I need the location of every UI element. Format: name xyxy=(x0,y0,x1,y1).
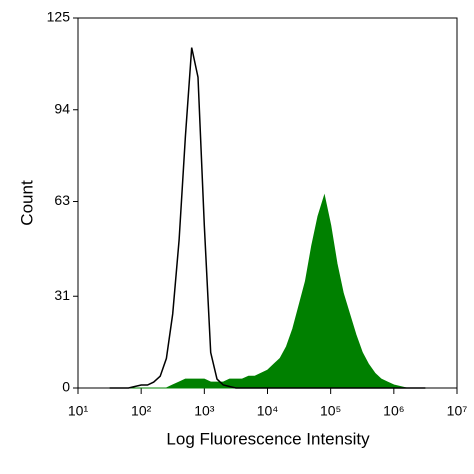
y-tick-label: 63 xyxy=(54,192,70,208)
x-tick-label: 10² xyxy=(131,403,152,419)
x-tick-label: 10⁶ xyxy=(383,403,404,419)
y-tick-label: 31 xyxy=(54,287,70,303)
y-axis-label: Count xyxy=(17,180,36,226)
x-tick-label: 10¹ xyxy=(68,403,89,419)
x-axis-label: Log Fluorescence Intensity xyxy=(166,429,370,448)
plot-frame xyxy=(77,17,458,389)
series-area xyxy=(109,193,426,389)
y-tick-label: 94 xyxy=(54,100,70,116)
x-tick-label: 10⁵ xyxy=(320,403,341,419)
y-tick-label: 0 xyxy=(62,379,70,395)
x-tick-label: 10³ xyxy=(194,403,215,419)
series-line xyxy=(109,47,426,389)
x-tick-label: 10⁴ xyxy=(257,403,279,419)
y-tick-label: 125 xyxy=(47,9,71,25)
x-tick-label: 10⁷ xyxy=(447,403,468,419)
